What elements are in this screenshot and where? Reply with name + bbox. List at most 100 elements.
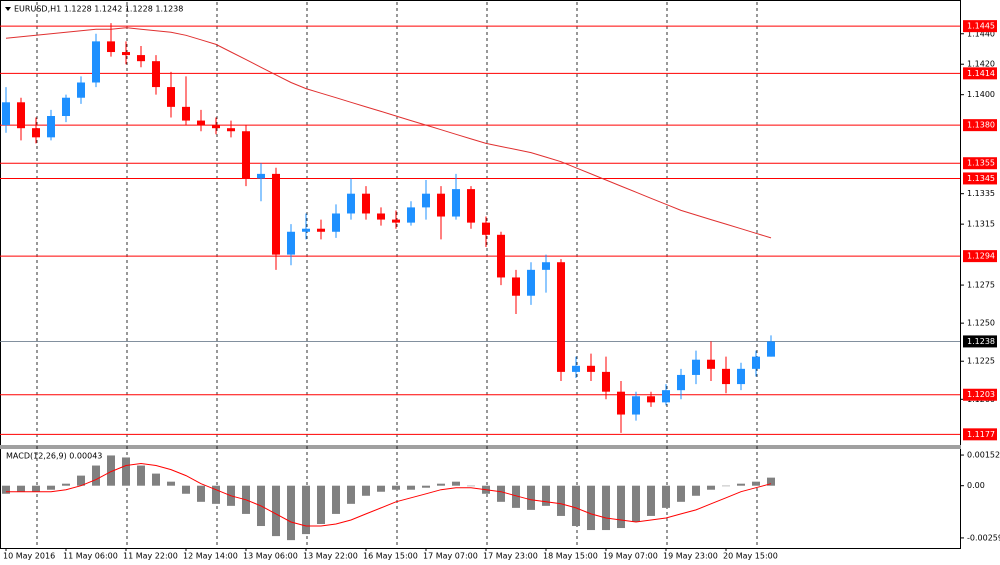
macd-bar [752, 481, 760, 486]
candle-body [677, 374, 685, 391]
plot-frame [0, 0, 961, 549]
candle-body [137, 55, 145, 62]
candle-body [527, 269, 535, 296]
level-label-box [963, 388, 997, 401]
macd-bar [767, 477, 775, 486]
level-label: 1.1177 [967, 430, 995, 439]
candle-body [227, 128, 235, 132]
macd-bar [572, 485, 580, 527]
macd-bar [647, 485, 655, 516]
macd-bar [662, 485, 670, 508]
candle-body [242, 131, 250, 179]
signal-line [6, 462, 772, 527]
candle-body [287, 231, 295, 255]
candle-body [422, 193, 430, 208]
candle-body [32, 128, 40, 138]
candle-body [77, 82, 85, 98]
candle-body [332, 213, 340, 232]
candle-body [512, 277, 520, 296]
y-tick-label: 1.1420 [967, 60, 995, 69]
macd-bar [212, 485, 220, 504]
macd-bar [617, 485, 625, 529]
macd-bar [32, 485, 40, 492]
macd-bar [17, 485, 25, 492]
candle-body [362, 193, 370, 214]
macd-bar [62, 483, 70, 486]
candle-body [317, 228, 325, 232]
candle-body [377, 213, 385, 220]
candle-body [482, 222, 490, 235]
macd-bar [557, 485, 565, 516]
level-label-box [963, 172, 997, 185]
candle-body [497, 234, 505, 278]
candle-body [617, 391, 625, 415]
level-label: 1.1345 [967, 174, 995, 183]
x-tick-label: 19 May 07:00 [603, 552, 658, 561]
candle-body [452, 189, 460, 217]
macd-bar [407, 485, 415, 490]
candle-body [587, 365, 595, 372]
macd-bar [422, 485, 430, 488]
level-label: 1.1294 [967, 252, 995, 261]
candle-body [407, 207, 415, 223]
candle-body [437, 193, 445, 217]
x-tick-label: 18 May 15:00 [543, 552, 598, 561]
y-tick-label: 0.00152 [967, 451, 1000, 460]
y-tick-label: 1.1250 [967, 319, 995, 328]
candle-body [347, 193, 355, 214]
macd-bar [92, 465, 100, 486]
macd-bar [2, 485, 10, 494]
candle-body [632, 396, 640, 415]
candle-body [767, 341, 775, 357]
macd-bar [692, 485, 700, 496]
candle-body [167, 87, 175, 107]
level-label-box [963, 67, 997, 80]
candle-body [17, 102, 25, 129]
macd-bar [332, 485, 340, 514]
macd-bar [632, 485, 640, 522]
y-tick-label: -0.00259 [967, 533, 1000, 542]
candle-body [302, 228, 310, 232]
candle-body [722, 368, 730, 385]
current-price-box [963, 335, 997, 348]
x-tick-label: 12 May 14:00 [183, 552, 238, 561]
x-tick-label: 13 May 06:00 [243, 552, 298, 561]
macd-bar [107, 455, 115, 486]
macd-bar [167, 481, 175, 486]
x-tick-label: 17 May 07:00 [423, 552, 478, 561]
macd-bar [392, 485, 400, 490]
candle-body [107, 41, 115, 53]
x-tick-label: 20 May 15:00 [723, 552, 778, 561]
level-label-box [963, 119, 997, 132]
x-tick-label: 11 May 06:00 [63, 552, 118, 561]
macd-bar [497, 485, 505, 502]
macd-bar [512, 485, 520, 508]
macd-bar [317, 485, 325, 525]
macd-bar [47, 485, 55, 490]
x-tick-label: 10 May 2016 [3, 552, 55, 561]
y-tick-label: 1.1315 [967, 220, 995, 229]
macd-bar [182, 485, 190, 494]
macd-bar [377, 485, 385, 492]
y-tick-label: 0.00 [967, 481, 985, 490]
level-label-box [963, 20, 997, 33]
panel-separator [0, 445, 961, 449]
candle-body [602, 371, 610, 392]
macd-bar [122, 457, 130, 486]
x-tick-label: 19 May 23:00 [663, 552, 718, 561]
candle-body [692, 359, 700, 375]
level-label: 1.1355 [967, 159, 995, 168]
macd-bar [362, 485, 370, 496]
candle-body [557, 262, 565, 372]
candle-body [197, 120, 205, 126]
chart-title: EURUSD,H1 1.1228 1.1242 1.1228 1.1238 [14, 5, 183, 14]
x-tick-label: 16 May 15:00 [363, 552, 418, 561]
macd-bar [737, 483, 745, 486]
macd-bar [437, 483, 445, 486]
moving-average [5, 27, 772, 239]
macd-bar [272, 485, 280, 537]
macd-bar [152, 473, 160, 486]
level-label-box [963, 157, 997, 170]
macd-bar [722, 485, 730, 487]
